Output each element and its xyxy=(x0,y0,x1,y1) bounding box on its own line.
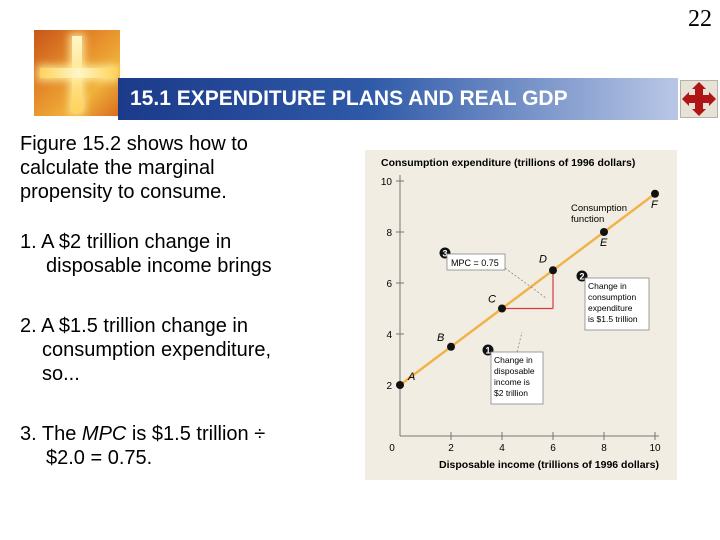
x-tick-label: 2 xyxy=(448,443,454,454)
consumption-function-line xyxy=(399,192,656,386)
point-number: 1. xyxy=(20,231,37,253)
income-callout-box xyxy=(490,351,544,405)
point-label: A xyxy=(407,371,415,383)
point-1: 1. A $2 trillion change in disposable in… xyxy=(20,230,340,278)
income-leader-line xyxy=(516,331,523,353)
navigation-arrows-icon[interactable] xyxy=(680,80,718,118)
point-2: 2. A $1.5 trillion change in consumption… xyxy=(20,314,340,386)
mpc-term: MPC xyxy=(81,423,127,445)
mpc-callout-text: MPC = 0.75 xyxy=(451,258,499,268)
intro-text: Figure 15.2 shows how to calculate the m… xyxy=(20,132,340,204)
y-tick-label: 10 xyxy=(381,177,393,188)
consumption-callout-text: expenditure xyxy=(588,303,633,313)
income-callout-text: income is xyxy=(494,377,530,387)
point-b xyxy=(447,342,455,351)
point-e xyxy=(600,228,608,236)
point-text: $2.0 = 0.75. xyxy=(46,447,153,469)
x-tick-label: 10 xyxy=(649,443,661,454)
point-d xyxy=(549,266,557,275)
intro-line: propensity to consume. xyxy=(20,181,227,203)
point-number: 2. xyxy=(20,315,37,337)
slide-title: 15.1 EXPENDITURE PLANS AND REAL GDP xyxy=(130,87,568,110)
mpc-callout-box xyxy=(446,253,506,271)
point-number: 3. xyxy=(20,423,37,445)
consumption-callout-text: is $1.5 trillion xyxy=(588,314,638,324)
point-c xyxy=(498,304,506,313)
consumption-chart: Consumption expenditure (trillions of 19… xyxy=(381,157,661,471)
y-tick-label: 2 xyxy=(386,381,392,392)
point-a xyxy=(396,381,404,389)
point-text: consumption expenditure, xyxy=(42,339,272,361)
title-bar: 15.1 EXPENDITURE PLANS AND REAL GDP xyxy=(118,78,678,120)
point-label: E xyxy=(600,237,608,249)
consumption-callout-text: Change in xyxy=(588,281,627,291)
income-callout-text: $2 trillion xyxy=(494,388,528,398)
point-text: A $1.5 trillion change in xyxy=(41,315,248,337)
y-axis-label: Consumption expenditure (trillions of 19… xyxy=(381,157,635,169)
point-label: D xyxy=(539,253,547,265)
callout-badge-number: 2 xyxy=(579,272,584,282)
x-tick-label: 6 xyxy=(550,443,556,454)
point-text: so... xyxy=(42,363,80,385)
function-label: function xyxy=(571,214,604,225)
mpc-leader-line xyxy=(504,267,547,299)
x-tick-label: 0 xyxy=(389,443,395,454)
chart-panel: Consumption expenditure (trillions of 19… xyxy=(365,150,677,480)
point-label: B xyxy=(437,332,444,344)
x-tick-label: 8 xyxy=(601,443,607,454)
function-label: Consumption xyxy=(571,203,627,214)
point-label: F xyxy=(651,199,659,211)
point-text: A $2 trillion change in xyxy=(41,231,232,253)
intro-line: calculate the marginal xyxy=(20,157,215,179)
point-label: C xyxy=(488,294,496,306)
consumption-callout-text: consumption xyxy=(588,292,636,302)
point-3: 3. The MPC is $1.5 trillion ÷ $2.0 = 0.7… xyxy=(20,422,340,470)
x-axis-label: Disposable income (trillions of 1996 dol… xyxy=(439,459,659,471)
income-callout-text: disposable xyxy=(494,366,535,376)
y-tick-label: 4 xyxy=(386,330,392,341)
intro-line: Figure 15.2 shows how to xyxy=(20,133,248,155)
x-tick-label: 4 xyxy=(499,443,505,454)
callout-badge-number: 3 xyxy=(442,249,447,259)
consumption-callout-box xyxy=(584,277,650,331)
point-f xyxy=(651,189,659,198)
logo-icon xyxy=(34,30,120,116)
y-tick-label: 8 xyxy=(386,228,392,239)
callout-badge-number: 1 xyxy=(485,346,490,356)
point-text: disposable income brings xyxy=(46,255,272,277)
y-tick-label: 6 xyxy=(386,279,392,290)
page-number: 22 xyxy=(688,6,712,32)
income-callout-text: Change in xyxy=(494,355,533,365)
